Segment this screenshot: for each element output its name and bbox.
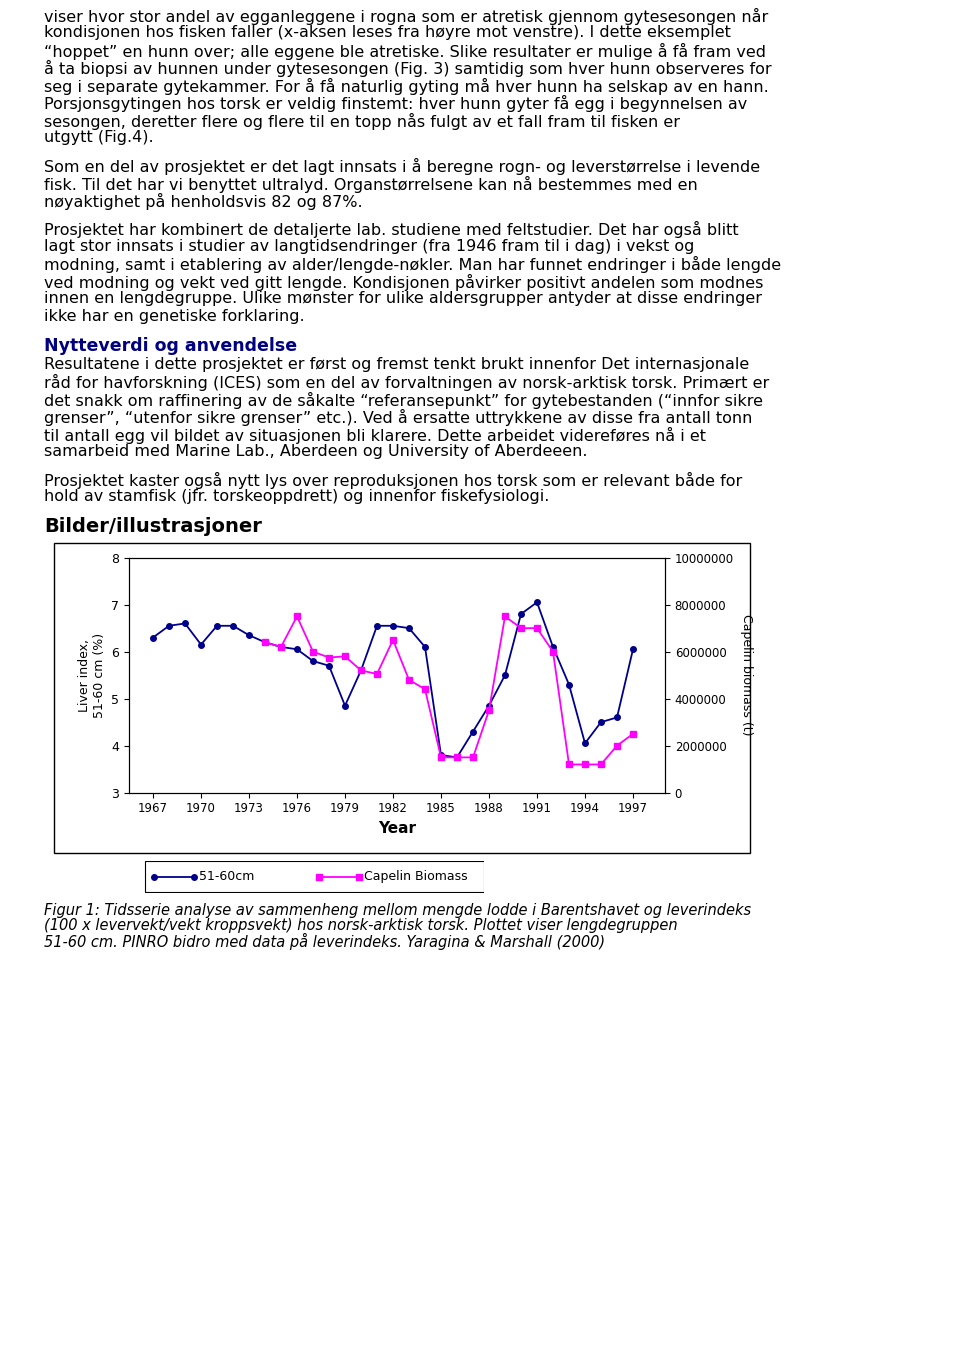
Text: Porsjonsgytingen hos torsk er veldig finstemt: hver hunn gyter få egg i begynnel: Porsjonsgytingen hos torsk er veldig fin…: [44, 95, 747, 113]
Bar: [54, 543, 750, 853]
Text: Nytteverdi og anvendelse: Nytteverdi og anvendelse: [44, 337, 298, 354]
Y-axis label: Capelin biomass (t): Capelin biomass (t): [740, 614, 754, 736]
Text: kondisjonen hos fisken faller (x-aksen leses fra høyre mot venstre). I dette eks: kondisjonen hos fisken faller (x-aksen l…: [44, 26, 731, 41]
Text: Prosjektet kaster også nytt lys over reproduksjonen hos torsk som er relevant bå: Prosjektet kaster også nytt lys over rep…: [44, 473, 742, 489]
Text: til antall egg vil bildet av situasjonen bli klarere. Dette arbeidet videreføres: til antall egg vil bildet av situasjonen…: [44, 426, 706, 444]
Text: viser hvor stor andel av egganleggene i rogna som er atretisk gjennom gytesesong: viser hvor stor andel av egganleggene i …: [44, 8, 768, 24]
Text: Resultatene i dette prosjektet er først og fremst tenkt brukt innenfor Det inter: Resultatene i dette prosjektet er først …: [44, 357, 749, 372]
Text: Prosjektet har kombinert de detaljerte lab. studiene med feltstudier. Det har og: Prosjektet har kombinert de detaljerte l…: [44, 221, 738, 238]
Text: Figur 1: Tidsserie analyse av sammenheng mellom mengde lodde i Barentshavet og l: Figur 1: Tidsserie analyse av sammenheng…: [44, 903, 751, 918]
Text: Capelin Biomass: Capelin Biomass: [364, 870, 468, 883]
Text: grenser”, “utenfor sikre grenser” etc.). Ved å ersatte uttrykkene av disse fra a: grenser”, “utenfor sikre grenser” etc.).…: [44, 409, 753, 426]
Text: ved modning og vekt ved gitt lengde. Kondisjonen påvirker positivt andelen som m: ved modning og vekt ved gitt lengde. Kon…: [44, 274, 763, 291]
X-axis label: Year: Year: [378, 822, 416, 837]
Text: å ta biopsi av hunnen under gytesesongen (Fig. 3) samtidig som hver hunn observe: å ta biopsi av hunnen under gytesesongen…: [44, 61, 772, 77]
Text: 51-60cm: 51-60cm: [199, 870, 254, 883]
Text: (100 x levervekt/vekt kroppsvekt) hos norsk-arktisk torsk. Plottet viser lengdeg: (100 x levervekt/vekt kroppsvekt) hos no…: [44, 918, 678, 933]
Text: Bilder/illustrasjoner: Bilder/illustrasjoner: [44, 517, 262, 536]
Text: innen en lengdegruppe. Ulike mønster for ulike aldersgrupper antyder at disse en: innen en lengdegruppe. Ulike mønster for…: [44, 291, 762, 306]
Y-axis label: Liver index,
51-60 cm (%): Liver index, 51-60 cm (%): [78, 633, 106, 717]
Text: “hoppet” en hunn over; alle eggene ble atretiske. Slike resultater er mulige å f: “hoppet” en hunn over; alle eggene ble a…: [44, 43, 766, 60]
Text: 51-60 cm. PINRO bidro med data på leverindeks. Yaragina & Marshall (2000): 51-60 cm. PINRO bidro med data på leveri…: [44, 933, 605, 951]
Text: utgytt (Fig.4).: utgytt (Fig.4).: [44, 130, 154, 145]
Text: modning, samt i etablering av alder/lengde-nøkler. Man har funnet endringer i bå: modning, samt i etablering av alder/leng…: [44, 257, 781, 273]
Text: ikke har en genetiske forklaring.: ikke har en genetiske forklaring.: [44, 308, 304, 323]
Text: samarbeid med Marine Lab., Aberdeen og University of Aberdeeen.: samarbeid med Marine Lab., Aberdeen og U…: [44, 444, 588, 459]
Text: Som en del av prosjektet er det lagt innsats i å beregne rogn- og leverstørrelse: Som en del av prosjektet er det lagt inn…: [44, 159, 760, 175]
Text: seg i separate gytekammer. For å få naturlig gyting må hver hunn ha selskap av e: seg i separate gytekammer. For å få natu…: [44, 77, 769, 95]
Text: hold av stamfisk (jfr. torskeoppdrett) og innenfor fiskefysiologi.: hold av stamfisk (jfr. torskeoppdrett) o…: [44, 489, 549, 504]
Text: nøyaktighet på henholdsvis 82 og 87%.: nøyaktighet på henholdsvis 82 og 87%.: [44, 193, 363, 210]
Text: det snakk om raffinering av de såkalte “referansepunkt” for gytebestanden (“innf: det snakk om raffinering av de såkalte “…: [44, 391, 763, 409]
Text: fisk. Til det har vi benyttet ultralyd. Organstørrelsene kan nå bestemmes med en: fisk. Til det har vi benyttet ultralyd. …: [44, 175, 698, 193]
Text: sesongen, deretter flere og flere til en topp nås fulgt av et fall fram til fisk: sesongen, deretter flere og flere til en…: [44, 113, 680, 130]
Text: lagt stor innsats i studier av langtidsendringer (fra 1946 fram til i dag) i vek: lagt stor innsats i studier av langtidse…: [44, 239, 694, 254]
Text: råd for havforskning (ICES) som en del av forvaltningen av norsk-arktisk torsk. : råd for havforskning (ICES) som en del a…: [44, 373, 769, 391]
